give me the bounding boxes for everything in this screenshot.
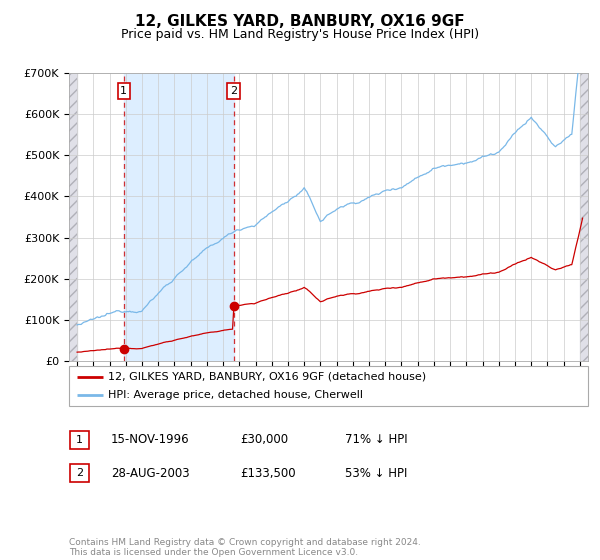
Text: HPI: Average price, detached house, Cherwell: HPI: Average price, detached house, Cher… [108,390,363,400]
Text: 53% ↓ HPI: 53% ↓ HPI [345,466,407,480]
Bar [69,73,77,361]
Text: Price paid vs. HM Land Registry's House Price Index (HPI): Price paid vs. HM Land Registry's House … [121,28,479,41]
Text: Contains HM Land Registry data © Crown copyright and database right 2024.
This d: Contains HM Land Registry data © Crown c… [69,538,421,557]
FancyBboxPatch shape [70,431,89,449]
Bar [580,73,588,361]
Text: 12, GILKES YARD, BANBURY, OX16 9GF (detached house): 12, GILKES YARD, BANBURY, OX16 9GF (deta… [108,372,426,381]
Text: 71% ↓ HPI: 71% ↓ HPI [345,433,407,446]
Text: £30,000: £30,000 [240,433,288,446]
Text: 15-NOV-1996: 15-NOV-1996 [111,433,190,446]
Text: £133,500: £133,500 [240,466,296,480]
Text: 1: 1 [76,435,83,445]
Bar [124,73,233,361]
Text: 12, GILKES YARD, BANBURY, OX16 9GF: 12, GILKES YARD, BANBURY, OX16 9GF [135,14,465,29]
Text: 2: 2 [76,468,83,478]
Bar [580,73,588,361]
FancyBboxPatch shape [69,366,588,406]
FancyBboxPatch shape [70,464,89,482]
Text: 2: 2 [230,86,237,96]
Bar [69,73,77,361]
Text: 1: 1 [121,86,127,96]
Text: 28-AUG-2003: 28-AUG-2003 [111,466,190,480]
